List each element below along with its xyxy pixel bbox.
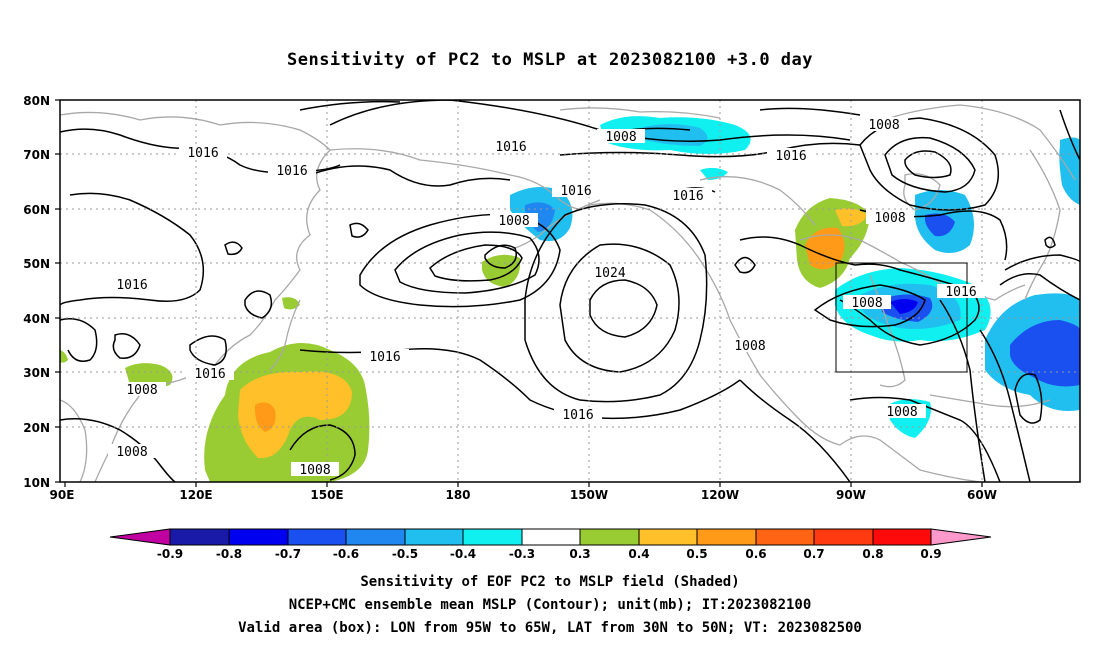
colorbar-label: 0.9: [920, 547, 941, 561]
colorbar-label: -0.7: [275, 547, 301, 561]
lat-label-60n: 60N: [23, 203, 50, 217]
lat-label-40n: 40N: [23, 312, 50, 326]
colorbar-swatch: [696, 528, 757, 546]
lat-label-70n: 70N: [23, 148, 50, 162]
map-plot-area: 1016 1016 1008 1016 1016 1008 1016 1016 …: [60, 100, 1080, 482]
caption-line-2: NCEP+CMC ensemble mean MSLP (Contour); u…: [288, 597, 812, 613]
contour-label: 1008: [299, 463, 330, 478]
colorbar-swatch: [755, 528, 815, 546]
lat-label-20n: 20N: [23, 421, 50, 435]
map-title: Sensitivity of PC2 to MSLP at 2023082100…: [286, 50, 813, 70]
colorbar-label: 0.8: [862, 547, 883, 561]
contour-label: 1016: [775, 149, 806, 164]
lat-label-50n: 50N: [23, 257, 50, 271]
lon-label-120e: 120E: [179, 488, 212, 502]
colorbar-label: -0.8: [216, 547, 242, 561]
contour-label: 1008: [498, 214, 529, 229]
colorbar-label: -0.4: [450, 547, 476, 561]
lon-label-90w: 90W: [836, 488, 866, 502]
colorbar-label: 0.6: [745, 547, 766, 561]
contour-label: 1016: [369, 350, 400, 365]
colorbar-swatch: [872, 528, 932, 546]
contour-labels: 1016 1016 1008 1016 1016 1008 1016 1016 …: [116, 118, 977, 478]
colorbar-swatch: [813, 528, 874, 546]
colorbar-label: 0.3: [569, 547, 590, 561]
longitude-labels: 90E 120E 150E 180 150W 120W 90W 60W: [50, 488, 997, 502]
colorbar-label: -0.3: [509, 547, 535, 561]
contour-label: 1008: [886, 405, 917, 420]
lon-label-60w: 60W: [967, 488, 997, 502]
lon-label-90e: 90E: [50, 488, 75, 502]
contour-label: 1008: [868, 118, 899, 133]
contour-label: 1016: [495, 140, 526, 155]
colorbar-swatch: [287, 528, 347, 546]
valid-area-box: [835, 262, 968, 373]
lon-label-150w: 150W: [570, 488, 608, 502]
contour-label: 1016: [945, 285, 976, 300]
colorbar-swatch: [345, 528, 406, 546]
contour-label: 1008: [734, 339, 765, 354]
colorbar-swatch: [404, 528, 464, 546]
contour-label: 1008: [126, 383, 157, 398]
plot-frame: [59, 99, 1081, 483]
lat-label-10n: 10N: [23, 476, 50, 490]
colorbar-label: -0.6: [333, 547, 359, 561]
latitude-labels: 80N 70N 60N 50N 40N 30N 20N 10N: [23, 94, 50, 490]
colorbar-swatch: [930, 528, 992, 546]
colorbar-label: -0.5: [392, 547, 418, 561]
contour-label: 1016: [560, 184, 591, 199]
contour-label: 1016: [562, 408, 593, 423]
colorbar-label: 0.7: [803, 547, 824, 561]
contour-label: 1008: [605, 130, 636, 145]
contour-label: 1008: [874, 211, 905, 226]
colorbar-swatch: [579, 528, 640, 546]
colorbar-swatch: [638, 528, 698, 546]
caption-line-3: Valid area (box): LON from 95W to 65W, L…: [238, 620, 862, 636]
colorbar-swatch: [521, 528, 581, 546]
colorbar-swatch: [169, 528, 230, 546]
contour-label: 1016: [276, 164, 307, 179]
colorbar-label: -0.9: [157, 547, 183, 561]
colorbar-swatch: [462, 528, 523, 546]
lat-label-30n: 30N: [23, 366, 50, 380]
contour-label: 1016: [194, 367, 225, 382]
contour-label: 1008: [116, 445, 147, 460]
contour-label: 1016: [672, 189, 703, 204]
colorbar-swatch: [228, 528, 289, 546]
contour-label: 1008: [851, 296, 882, 311]
colorbar-swatch: [109, 528, 171, 546]
lon-label-180: 180: [445, 488, 470, 502]
colorbar: -0.9 -0.8 -0.7 -0.6 -0.5 -0.4 -0.3 0.3 0…: [109, 528, 992, 561]
lon-label-150e: 150E: [310, 488, 343, 502]
colorbar-label: 0.5: [686, 547, 707, 561]
contour-label: 1016: [187, 146, 218, 161]
contour-label: 1016: [116, 278, 147, 293]
lat-label-80n: 80N: [23, 94, 50, 108]
caption-line-1: Sensitivity of EOF PC2 to MSLP field (Sh…: [360, 574, 740, 590]
lon-label-120w: 120W: [701, 488, 739, 502]
axis-ticks: [55, 99, 983, 487]
colorbar-label: 0.4: [628, 547, 649, 561]
contour-label: 1024: [594, 266, 625, 281]
